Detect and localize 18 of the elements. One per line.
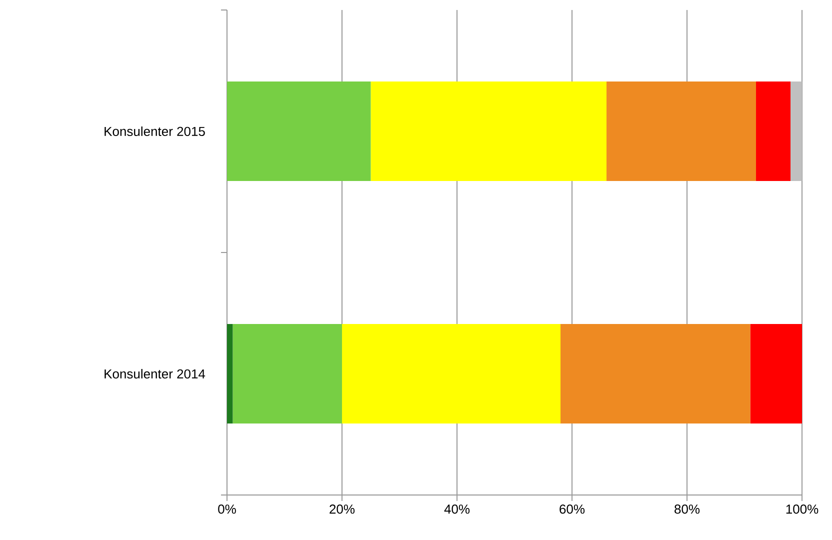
bar [370, 82, 607, 181]
bar [606, 82, 756, 181]
bar [227, 82, 371, 181]
x-tick-label: 100% [786, 504, 818, 514]
bar [790, 82, 802, 181]
bar [756, 82, 791, 181]
bar [560, 324, 750, 424]
bar [227, 324, 233, 424]
x-tick-label: 80% [674, 504, 700, 514]
bar [750, 324, 802, 424]
bar [342, 324, 561, 424]
x-tick-label: 0% [218, 504, 236, 514]
bar [232, 324, 342, 424]
x-tick-label: 20% [330, 504, 355, 514]
x-tick-label: 60% [560, 504, 585, 514]
y-tick-label: Konsulenter 2014 [104, 368, 206, 379]
x-tick-label: 40% [444, 504, 470, 514]
y-tick-label: Konsulenter 2015 [104, 126, 205, 136]
